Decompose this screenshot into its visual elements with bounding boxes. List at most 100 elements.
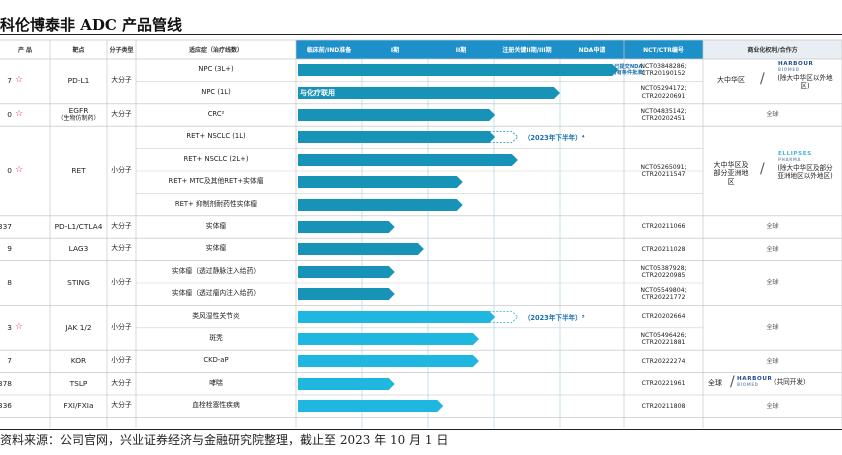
page-title: 科伦博泰非 ADC 产品管线 xyxy=(0,16,183,34)
indication-label: 实体瘤 xyxy=(205,222,227,231)
progress-bar xyxy=(298,64,620,77)
indication-label: NPC (1L) xyxy=(201,87,231,96)
indication-label: 实体瘤 xyxy=(205,244,227,253)
trial-id-line: CTR20211066 xyxy=(641,223,686,231)
source-note: 资料来源：公司官网，兴业证券经济与金融研究院整理，截止至 2023 年 10 月… xyxy=(0,433,449,447)
indication-label: CRC² xyxy=(207,110,225,119)
trial-id-line: NCT04835142; xyxy=(640,107,687,115)
progress-bar-shape xyxy=(298,64,619,77)
product-molecule-type: 大分子 xyxy=(111,222,132,231)
product-target: STING xyxy=(67,277,90,287)
trial-id: CTR20211066 xyxy=(624,216,703,238)
product-target: PD-L1/CTLA4 xyxy=(54,221,103,231)
product-molecule-type: 大分子 xyxy=(111,244,132,253)
product-code: 336 xyxy=(0,400,12,410)
product-code: 7 xyxy=(7,76,12,86)
progress-bar xyxy=(298,176,465,189)
trial-id: CTR20202664 xyxy=(624,305,703,327)
progress-bar-shape xyxy=(298,243,424,256)
product-target: JAK 1/2 xyxy=(65,322,92,332)
trial-id: NCT05387928; CTR20220985 xyxy=(624,261,703,283)
source-rule xyxy=(0,429,842,430)
nda-note: 已提交NDA xyxy=(614,64,643,71)
trial-id-line: NCT05294172; xyxy=(640,85,687,93)
progress-bar-shape xyxy=(298,333,479,345)
progress-bar xyxy=(298,288,397,301)
product-target: LAG3 xyxy=(68,244,89,254)
trial-id-line: NCT03848286; xyxy=(640,63,687,71)
partner-logo-sub: BIOMED xyxy=(737,381,759,387)
indication-label: 类风湿性关节炎 xyxy=(192,311,240,320)
trial-id-line: CTR20220985 xyxy=(641,271,686,279)
product-molecule-type: 大分子 xyxy=(111,110,132,119)
indication-label: 斑秃 xyxy=(209,334,223,343)
progress-bar xyxy=(298,400,445,413)
header-stage-phase1: I期 xyxy=(390,47,400,54)
progress-bar-shape xyxy=(298,221,395,233)
target-name: EGFR xyxy=(68,106,89,116)
rights-divider: / xyxy=(760,71,765,88)
progress-bar xyxy=(298,221,397,233)
trial-id: CTR20222274 xyxy=(624,350,703,372)
favorite-star-icon: ☆ xyxy=(15,109,24,119)
planned-progress-outline xyxy=(488,310,519,323)
product-code: 3 xyxy=(7,322,12,332)
product-code: 378 xyxy=(0,378,12,388)
product-target: EGFR （生物仿制药） xyxy=(50,104,107,126)
partner-region: （共同开发） xyxy=(770,377,810,386)
title-rule xyxy=(0,34,842,35)
trial-id-line: NCT05549804; xyxy=(640,287,687,295)
progress-bar-shape xyxy=(298,86,560,99)
indication-label: 血栓栓塞性疾病 xyxy=(192,401,240,410)
indication-label: RET+ MTC及其他RET+实体瘤 xyxy=(168,177,264,186)
indication-label: 实体瘤（透过静脉注入给药） xyxy=(171,266,261,275)
progress-bar-shape xyxy=(298,176,463,189)
rights-text: 全球 xyxy=(766,357,779,365)
product-code: 8 xyxy=(7,277,12,287)
header-type: 分子类型 xyxy=(109,47,134,54)
product-target: PD-L1 xyxy=(67,76,90,86)
progress-bar-shape xyxy=(298,198,463,211)
header-indication: 适应症（治疗线数） xyxy=(188,47,243,54)
product-molecule-type: 小分子 xyxy=(111,356,132,365)
nda-note-sub: (有条件批准) xyxy=(614,70,645,77)
progress-bar-shape xyxy=(298,131,496,144)
trial-id-line: CTR20211028 xyxy=(641,245,686,253)
trial-id-line: CTR20222274 xyxy=(641,357,686,365)
rights-text: 全球 xyxy=(766,279,779,287)
trial-id-line: NCT05496426; xyxy=(640,331,687,339)
product-molecule-type: 大分子 xyxy=(111,76,132,85)
progress-bar xyxy=(298,243,426,256)
progress-bar xyxy=(298,109,497,121)
header-code: 产 品 xyxy=(17,47,33,54)
rights-region: 大中华区及部分亚洲地区 xyxy=(713,161,749,186)
product-molecule-type: 小分子 xyxy=(111,278,132,287)
trial-id-line: NCT05265091; xyxy=(640,163,687,171)
indication-label: CKD-aP xyxy=(203,356,229,365)
header-blue-band xyxy=(296,40,703,59)
trial-id: NCT03848286; CTR20190152 xyxy=(624,59,703,81)
product-code: 0 xyxy=(7,165,12,175)
progress-bar xyxy=(298,131,520,144)
partner-region: (除大中华区及部分亚洲地区以外地区) xyxy=(777,164,833,180)
progress-bar-shape xyxy=(298,153,518,166)
product-target: KOR xyxy=(70,356,87,366)
product-target: TSLP xyxy=(69,378,88,388)
header-stage-pivotal: 注册关键II期/III期 xyxy=(502,47,552,54)
product-target: FXI/FXIa xyxy=(63,400,94,410)
trial-id: NCT04835142; CTR20202451 xyxy=(624,104,703,126)
product-target: RET xyxy=(71,165,86,175)
trial-id: NCT05265091; CTR20211547 xyxy=(624,126,703,216)
header-rights-band xyxy=(703,40,842,59)
trial-id-line: CTR20190152 xyxy=(641,70,686,78)
rights-divider: / xyxy=(760,161,765,177)
progress-bar-shape xyxy=(298,377,395,390)
partner-logo: HARBOUR xyxy=(778,61,814,68)
favorite-star-icon: ☆ xyxy=(15,165,24,175)
trial-id-line: CTR20221881 xyxy=(641,338,686,346)
product-code: 337 xyxy=(0,221,12,231)
trial-id-line: CTR20211547 xyxy=(641,170,686,178)
header-trial-id: NCT/CTR编号 xyxy=(643,47,684,54)
trial-id-line: CTR20221772 xyxy=(641,294,686,302)
progress-bar-shape xyxy=(298,109,496,121)
